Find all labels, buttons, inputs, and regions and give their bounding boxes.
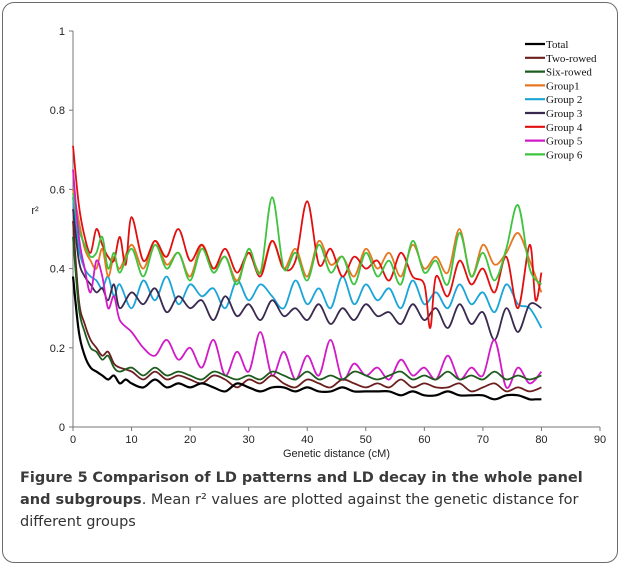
x-tick-label: 0 — [70, 434, 76, 446]
y-tick-label: 0.2 — [50, 343, 65, 355]
caption-title: Comparison of LD patterns and LD decay i… — [20, 470, 583, 508]
x-axis-label: Genetic distance (cM) — [283, 448, 390, 460]
y-axis-label: r² — [31, 205, 39, 217]
y-tick-label: 0 — [59, 422, 65, 434]
x-tick-label: 60 — [418, 434, 430, 446]
x-tick-label: 80 — [535, 434, 547, 446]
x-tick-label: 70 — [477, 434, 489, 446]
series-line-total — [71, 276, 542, 401]
legend-label-group-3: Group 3 — [546, 108, 583, 120]
series-line-group-6 — [72, 193, 543, 286]
figure-caption: Figure 5 Comparison of LD patterns and L… — [20, 467, 610, 533]
legend-label-group-6: Group 6 — [546, 149, 583, 161]
x-tick-label: 10 — [125, 434, 137, 446]
legend-label-total: Total — [546, 39, 568, 51]
series-line-six-rowed — [72, 236, 542, 381]
series-line-group-5 — [72, 169, 543, 389]
legend-label-group-2: Group 2 — [546, 94, 582, 106]
y-tick-label: 0.4 — [50, 264, 65, 276]
x-tick-label: 20 — [184, 434, 196, 446]
series-line-two-rowed — [72, 221, 542, 393]
legend-label-group-5: Group 5 — [546, 136, 583, 148]
caption-label: Figure 5 — [20, 470, 88, 486]
caption-text: . Mean r² values are plotted against the… — [20, 492, 579, 530]
x-tick-label: 50 — [360, 434, 372, 446]
x-tick-label: 90 — [594, 434, 606, 446]
legend-label-two-rowed: Two-rowed — [546, 53, 597, 65]
series-line-group-4 — [72, 145, 543, 329]
series-line-group-2 — [72, 197, 543, 329]
y-tick-label: 0.6 — [50, 184, 65, 196]
legend-label-group1: Group1 — [546, 80, 580, 92]
series-line-group-3 — [72, 209, 542, 341]
series-layer — [71, 145, 543, 401]
legend-label-group-4: Group 4 — [546, 122, 583, 134]
axes: 0 10 20 30 40 50 60 70 80 90 0 0.2 0.4 0.6 0.8 1 — [50, 26, 606, 446]
legend-label-six-rowed: Six-rowed — [546, 67, 592, 79]
x-tick-label: 30 — [243, 434, 255, 446]
y-tick-label: 0.8 — [50, 105, 65, 117]
y-tick-label: 1 — [59, 26, 65, 38]
x-tick-label: 40 — [301, 434, 313, 446]
